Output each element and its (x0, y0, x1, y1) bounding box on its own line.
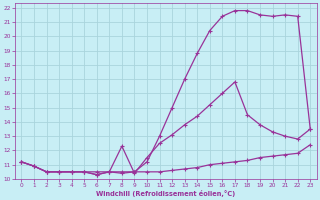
X-axis label: Windchill (Refroidissement éolien,°C): Windchill (Refroidissement éolien,°C) (96, 190, 236, 197)
